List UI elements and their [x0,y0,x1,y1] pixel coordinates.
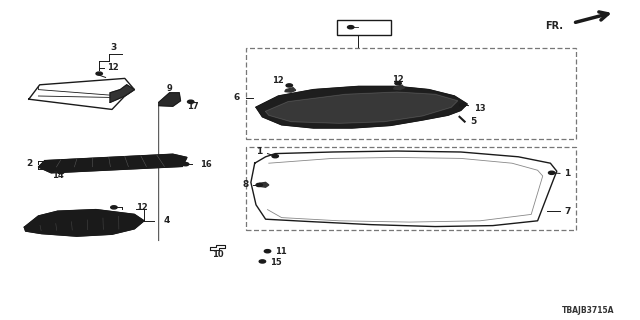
Circle shape [111,206,117,209]
Text: 6: 6 [234,93,240,102]
Polygon shape [24,210,144,236]
Text: 13: 13 [474,104,485,113]
Circle shape [548,171,555,174]
Text: 11: 11 [275,247,287,256]
Polygon shape [394,85,404,90]
Text: 14: 14 [52,172,63,180]
Text: 9: 9 [167,84,172,93]
Text: 12: 12 [392,75,404,84]
Text: 10: 10 [212,250,223,259]
Polygon shape [285,88,296,92]
FancyBboxPatch shape [337,20,391,35]
Text: 15: 15 [270,258,282,267]
Text: 7: 7 [564,207,571,216]
Text: 17: 17 [188,102,199,111]
Text: 4: 4 [163,216,170,225]
FancyBboxPatch shape [246,147,576,230]
Circle shape [188,100,194,103]
Polygon shape [110,85,134,102]
Circle shape [348,26,354,29]
Text: 3: 3 [111,44,117,52]
Text: 8: 8 [242,180,248,189]
Circle shape [395,82,401,85]
Circle shape [286,84,292,87]
Circle shape [58,171,64,174]
Text: 1: 1 [564,169,571,178]
Polygon shape [38,154,187,173]
Text: 1: 1 [256,148,262,156]
Text: 12: 12 [107,63,118,72]
Circle shape [272,155,278,158]
Text: 18: 18 [368,23,380,32]
Polygon shape [210,245,225,250]
FancyBboxPatch shape [246,48,576,139]
Text: 12: 12 [136,203,147,212]
Polygon shape [266,92,458,123]
Text: TBAJB3715A: TBAJB3715A [562,306,614,315]
Text: 5: 5 [470,117,477,126]
Text: FR.: FR. [545,20,563,31]
Polygon shape [256,86,467,128]
Polygon shape [259,182,269,187]
Text: 16: 16 [200,160,211,169]
Text: 12: 12 [273,76,284,85]
Circle shape [460,103,466,107]
Polygon shape [29,78,134,109]
Text: 2: 2 [26,159,33,168]
Circle shape [96,72,102,75]
Circle shape [182,163,189,166]
Circle shape [256,183,262,187]
Polygon shape [251,151,557,227]
Circle shape [264,250,271,253]
Polygon shape [159,93,180,106]
Circle shape [259,260,266,263]
